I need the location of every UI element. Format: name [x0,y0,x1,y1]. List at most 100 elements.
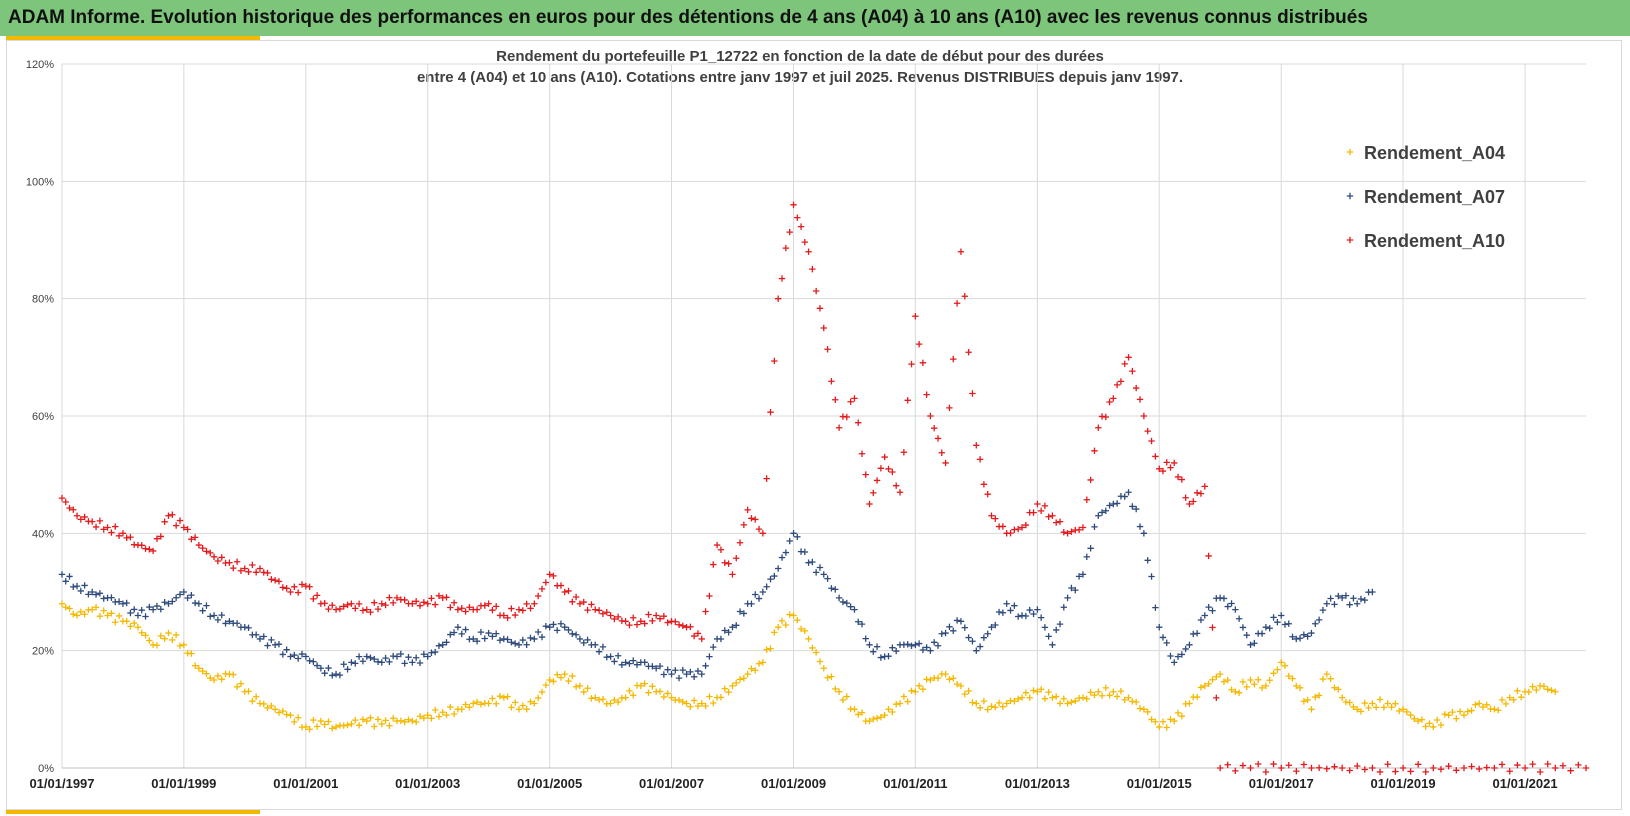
rendement_a07-point [1148,573,1155,580]
rendement_a10-point [1544,760,1551,768]
rendement_a07-point [1224,603,1231,610]
rendement_a04-point [1437,721,1445,729]
rendement_a10-point [873,477,881,484]
rendement_a04-point [138,629,145,636]
rendement_a07-point [866,641,873,648]
rendement_a10-point [733,555,740,562]
rendement_a04-point [355,722,363,729]
rendement_a04-point [325,718,332,725]
rendement_a07-point [222,620,229,627]
rendement_a10-point [1041,502,1049,510]
rendement_a04-point [62,604,69,611]
rendement_a07-point [561,624,568,631]
rendement_a04-point [332,723,340,731]
rendement_a07-point [264,642,271,649]
rendement_a10-point [778,275,786,282]
rendement_a07-point [1357,595,1365,603]
rendement_a07-point [611,658,618,665]
rendement_a10-point [123,534,130,542]
rendement_a04-point [611,696,618,704]
rendement_a07-point [1083,553,1090,561]
rendement_a07-point [85,591,92,598]
rendement_a07-point [1315,616,1323,624]
rendement_a10-point [1414,761,1422,768]
rendement_a04-point [1327,675,1334,682]
rendement_a10-point [1068,528,1075,535]
rendement_a10-point [805,248,812,255]
rendement_a10-point [245,568,252,575]
chart-frame [6,40,1622,810]
rendement_a04-point [969,699,976,706]
rendement_a04-point [1041,695,1049,702]
rendement_a10-point [104,524,111,531]
rendement_a07-point [1293,635,1300,643]
rendement_a04-point [809,644,816,652]
rendement_a10-point [797,223,805,230]
rendement_a10-point [599,610,607,617]
rendement_a07-point [1113,500,1121,507]
rendement_a10-point [1216,764,1224,772]
rendement_a07-point [1014,613,1022,620]
rendement_a07-point [344,666,351,673]
rendement_a10-point [62,498,69,506]
rendement_a07-point [191,599,199,607]
rendement_a07-point [710,643,717,651]
legend-label: Rendement_A07 [1364,187,1505,207]
rendement_a04-point [397,717,405,724]
rendement_a04-point [58,600,66,607]
rendement_a04-point [927,676,934,684]
rendement_a10-point [953,300,961,307]
rendement_a04-point [230,671,237,678]
rendement_a10-point [1056,518,1064,525]
rendement_a04-point [1338,694,1346,701]
rendement_a10-point [988,512,995,519]
rendement_a07-point [706,653,713,660]
rendement_a07-point [721,627,728,634]
rendement_a04-point [569,672,576,680]
rendement_a04-point [283,711,290,718]
rendement_a07-point [431,648,439,656]
rendement_a04-point [881,712,888,719]
rendement_a04-point [1357,708,1365,715]
rendement_a10-point [409,600,416,607]
legend-label: Rendement_A04 [1364,143,1505,163]
rendement_a07-point [233,620,241,627]
rendement_a04-point [812,649,820,656]
rendement_a04-point [721,685,728,692]
rendement_a07-point [527,634,534,642]
rendement_a04-point [957,682,965,690]
rendement_a04-point [1418,716,1426,723]
rendement_a10-point [767,408,774,416]
rendement_a04-point [858,709,866,716]
rendement_a10-point [500,612,507,619]
rendement_a04-point [1533,686,1540,694]
rendement_a10-point [1369,764,1376,772]
rendement_a10-point [603,609,610,616]
rendement_a04-point [123,617,130,625]
rendement_a07-point [748,600,755,608]
rendement_a07-point [767,575,774,583]
rendement_a10-point [287,588,294,596]
rendement_a10-point [348,600,355,607]
rendement_a10-point [1278,764,1285,772]
rendement_a04-point [115,612,123,620]
rendement_a07-point [268,636,275,644]
rendement_a10-point [794,214,801,221]
rendement_a07-point [1251,640,1258,647]
rendement_a04-point [660,693,668,701]
rendement_a07-point [287,653,294,660]
rendement_a07-point [1270,614,1277,621]
rendement_a10-point [672,618,679,625]
rendement_a07-point [458,630,465,638]
rendement_a04-point [1441,711,1448,718]
rendement_a10-point [652,612,660,619]
rendement_a04-point [565,677,572,685]
rendement_a07-point [1342,592,1350,599]
rendement_a04-point [462,701,469,708]
rendement_a10-point [1140,412,1148,420]
rendement_a10-point [1255,760,1262,768]
rendement_a04-point [191,662,199,669]
rendement_a04-point [317,717,325,725]
rendement_a10-point [1106,398,1113,406]
rendement_a07-point [1056,620,1064,628]
